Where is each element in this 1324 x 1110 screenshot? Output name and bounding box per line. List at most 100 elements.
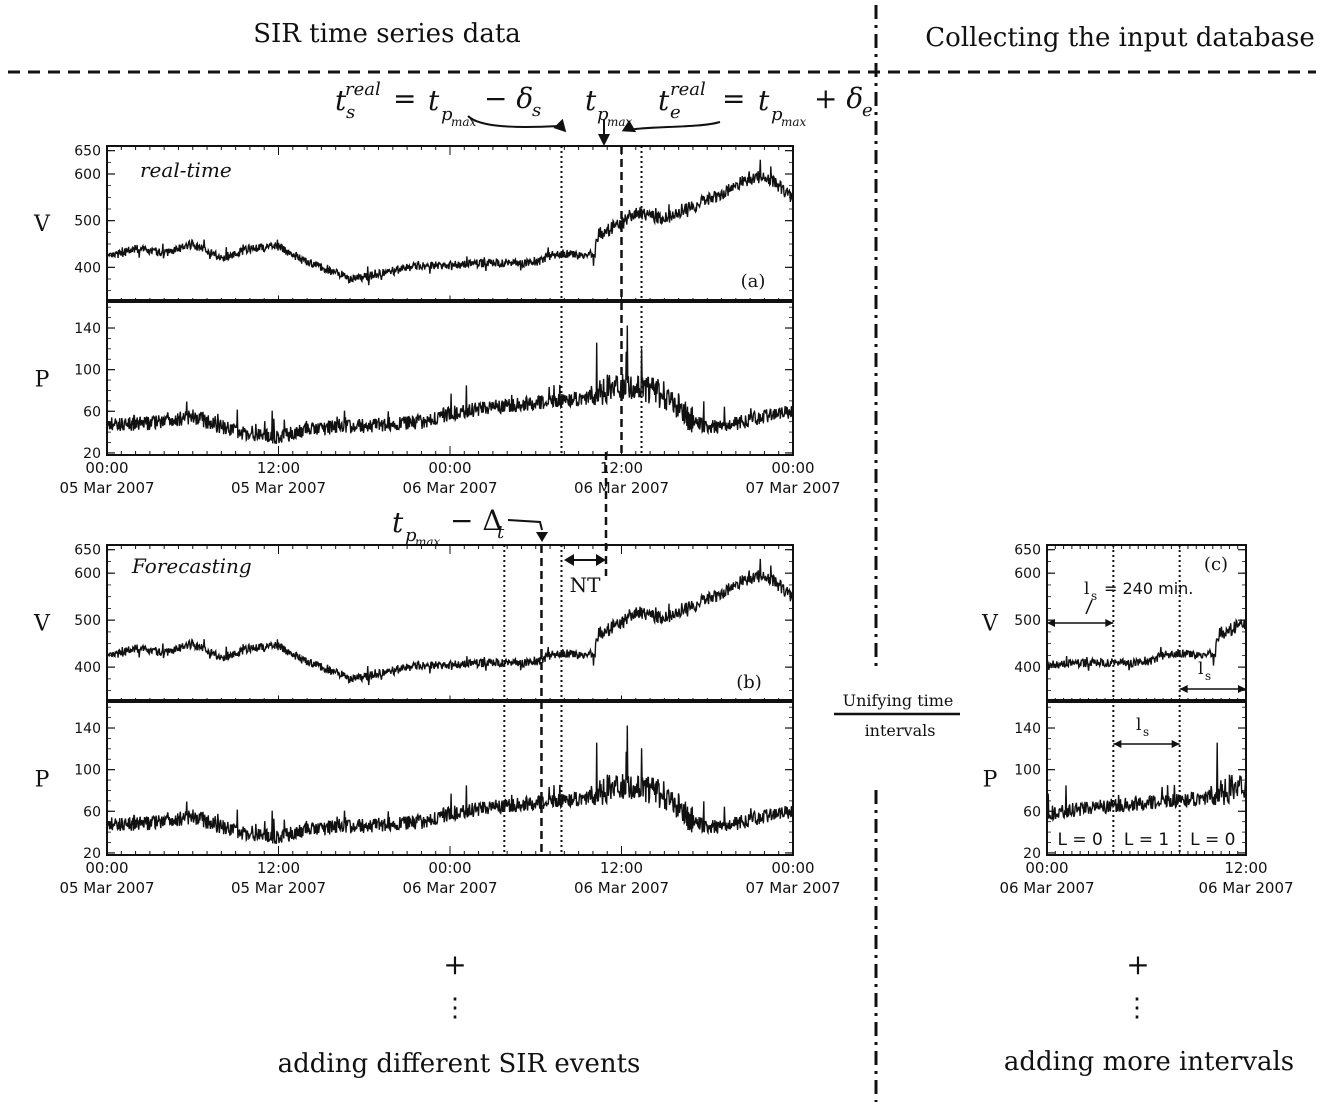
v-tick-label: 500 (74, 214, 101, 230)
formula-eq2: = (722, 82, 745, 115)
formula-tp: t (428, 84, 440, 117)
unify-line2: intervals (865, 721, 936, 740)
arrow-forecast (507, 519, 543, 531)
svg-text:e: e (670, 102, 681, 123)
svg-text:p: p (771, 104, 783, 125)
ls-arrow-2-head-left (1179, 685, 1188, 693)
arrow-tpmax-head (598, 134, 610, 146)
nt-arrow-right-head (596, 554, 606, 566)
p-tick-label: 100 (1014, 763, 1041, 779)
formula-minus-delta: − δ (484, 82, 533, 115)
v-series-name: V (33, 612, 51, 637)
x-tick-time: 12:00 (257, 459, 300, 477)
v-tick-label: 600 (74, 167, 101, 183)
v-tick-label: 650 (1014, 543, 1041, 559)
window-note-pointer (1085, 599, 1093, 615)
x-tick-time: 00:00 (1025, 859, 1068, 877)
formula-tp-subsub: max (451, 115, 477, 129)
nt-label: NT (570, 573, 602, 597)
footer-dots-left: ⋮ (442, 993, 468, 1023)
p-tick-label: 140 (74, 721, 101, 737)
panel-tag-b: (b) (736, 672, 762, 693)
v-series-line (106, 558, 794, 686)
p-tick-label: 140 (1014, 721, 1041, 737)
p-series-line (1046, 742, 1247, 823)
mode-label-a: real-time (140, 158, 232, 182)
svg-text:real: real (345, 79, 381, 100)
ls-arrow-1-head-right (1105, 619, 1114, 627)
svg-text:− δ: − δ (484, 82, 533, 115)
svg-text:=: = (722, 82, 745, 115)
panel-a: 400 500 600 650 20 60 100 140 V P 00:00 05 Mar 2007… (33, 144, 841, 497)
svg-text:max: max (781, 115, 807, 129)
p-tick-label: 20 (83, 446, 101, 462)
v-series-name: V (981, 612, 999, 637)
p-frame (106, 301, 794, 456)
v-tick-label: 400 (74, 260, 101, 276)
svg-text:− Δ: − Δ (450, 504, 503, 537)
ls-arrow-3-head-right (1171, 740, 1180, 748)
svg-text:s: s (346, 102, 355, 123)
p-tick-label: 100 (74, 363, 101, 379)
header-right: Collecting the input database (925, 23, 1315, 53)
x-tick-time: 00:00 (771, 459, 814, 477)
x-tick-time: 12:00 (1224, 859, 1267, 877)
footer-plus-left: + (443, 948, 466, 981)
footer-dots-right: ⋮ (1124, 993, 1150, 1023)
ls-label-1: l (1198, 659, 1203, 679)
svg-text:t: t (658, 84, 670, 117)
arrow-te (627, 121, 721, 131)
p-series-line (106, 725, 794, 845)
formula-plus-delta: + δ (814, 82, 863, 115)
x-tick-time: 12:00 (600, 859, 643, 877)
l-label-bg (1053, 828, 1108, 848)
window-note-sub: s (1091, 589, 1097, 603)
formula-te-sub: e (670, 102, 681, 123)
ls-arrow-1-head-left (1047, 619, 1055, 627)
v-tick-label: 500 (1014, 613, 1041, 629)
svg-text:t: t (758, 84, 770, 117)
formula-te-sup: real (670, 79, 706, 100)
footer-right: adding more intervals (1004, 1047, 1294, 1077)
panel-tag-c: (c) (1204, 554, 1228, 575)
formula-delta-e-sub: e (862, 100, 873, 121)
p-series-line (106, 325, 794, 445)
arrow-ts-head (553, 118, 567, 133)
x-tick-time: 00:00 (428, 859, 471, 877)
l-label-bg (1119, 828, 1174, 848)
x-tick-date: 06 Mar 2007 (402, 879, 497, 897)
x-tick-date: 06 Mar 2007 (402, 479, 497, 497)
p-tick-label: 20 (1023, 846, 1041, 862)
footer-plus-right: + (1126, 948, 1149, 981)
panel-c: 400 500 600 650 20 60 100 140 V P 00:00 06 Mar 2007… (981, 543, 1294, 897)
svg-text:p: p (441, 104, 453, 125)
p-tick-label: 100 (74, 763, 101, 779)
formula-delta-s-sub: s (532, 100, 541, 121)
ls-arrow-2-head-right (1238, 685, 1246, 693)
svg-text:e: e (862, 100, 873, 121)
l-label: L = 1 (1124, 830, 1169, 850)
v-series-line (106, 159, 794, 286)
v-tick-label: 400 (1014, 660, 1041, 676)
v-series-line (1046, 618, 1247, 671)
svg-text:=: = (393, 82, 416, 115)
svg-text:max: max (451, 115, 477, 129)
formula-tp-sub: p (441, 104, 453, 125)
x-tick-date: 06 Mar 2007 (999, 879, 1094, 897)
x-tick-date: 05 Mar 2007 (231, 879, 326, 897)
p-series-name: P (35, 368, 50, 393)
x-tick-time: 12:00 (600, 459, 643, 477)
p-frame (106, 701, 794, 856)
x-tick-time: 00:00 (771, 859, 814, 877)
p-series-name: P (35, 768, 50, 793)
window-note: l (1084, 579, 1089, 599)
footer-left: adding different SIR events (278, 1049, 641, 1079)
x-tick-time: 00:00 (428, 459, 471, 477)
formula-eq1: = (393, 82, 416, 115)
x-tick-date: 05 Mar 2007 (59, 479, 154, 497)
panel-b: 400 500 600 650 20 60 100 140 V P 00:00 05 Mar 2007… (33, 543, 841, 897)
svg-text:p: p (405, 525, 417, 546)
formula-te: t (658, 84, 670, 117)
ls-label-2-sub: s (1143, 725, 1149, 739)
